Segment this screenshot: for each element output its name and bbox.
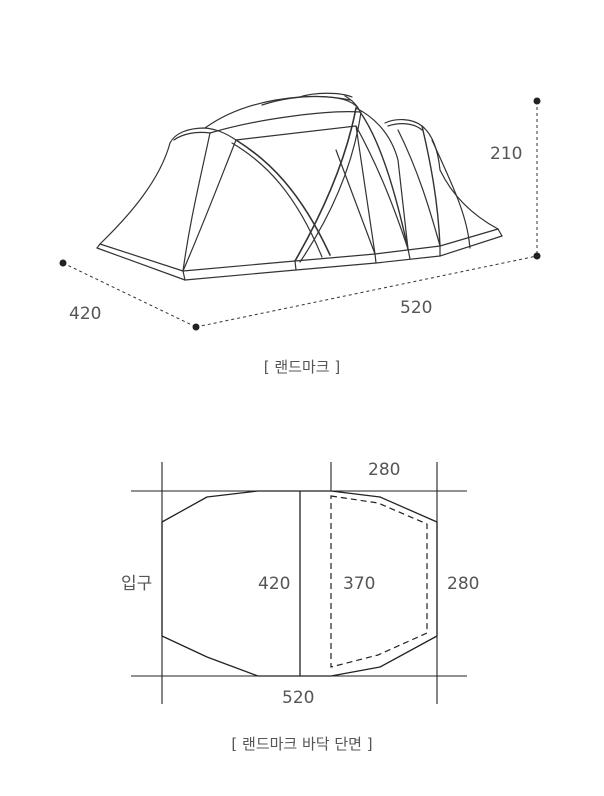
tent-dimension-lines xyxy=(62,101,538,328)
width-dimension-line xyxy=(62,262,197,328)
room-width-label: 370 xyxy=(343,574,375,594)
floor-plan-guides xyxy=(131,462,467,704)
endpoint-dot xyxy=(59,259,67,267)
length-dimension-line xyxy=(195,255,538,328)
entrance-label: 입구 xyxy=(121,574,152,594)
right-dimension-label: 280 xyxy=(447,574,479,594)
length-label: 520 xyxy=(400,298,432,318)
endpoint-dot xyxy=(533,252,541,260)
bottom-dimension-label: 520 xyxy=(282,688,314,708)
inner-room-outline xyxy=(330,495,428,668)
endpoint-dot xyxy=(192,323,200,331)
inner-width-label: 420 xyxy=(258,574,290,594)
dimension-endpoints xyxy=(59,97,541,331)
floor-outline xyxy=(161,490,438,677)
tent-caption: [ 랜드마크 ] xyxy=(264,358,340,376)
endpoint-dot xyxy=(533,97,541,105)
top-dimension-label: 280 xyxy=(368,460,400,480)
width-label: 420 xyxy=(69,304,101,324)
height-label: 210 xyxy=(490,144,522,164)
floor-plan-caption: [ 랜드마크 바닥 단면 ] xyxy=(231,735,372,753)
tent-illustration xyxy=(96,92,503,281)
